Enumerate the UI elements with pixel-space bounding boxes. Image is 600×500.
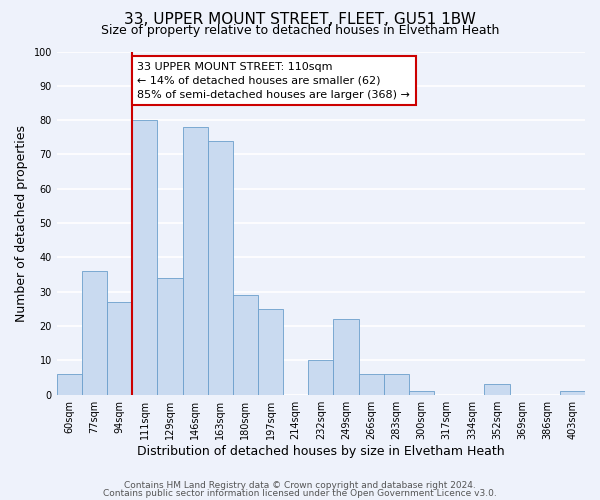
Bar [182, 127, 208, 394]
Text: 33, UPPER MOUNT STREET, FLEET, GU51 1BW: 33, UPPER MOUNT STREET, FLEET, GU51 1BW [124, 12, 476, 28]
X-axis label: Distribution of detached houses by size in Elvetham Heath: Distribution of detached houses by size … [137, 444, 505, 458]
Bar [409, 392, 434, 394]
Bar [157, 278, 182, 394]
Bar [57, 374, 82, 394]
Bar [308, 360, 334, 394]
Bar [384, 374, 409, 394]
Bar [334, 319, 359, 394]
Bar [560, 392, 585, 394]
Bar [258, 309, 283, 394]
Bar [233, 295, 258, 394]
Bar [484, 384, 509, 394]
Bar [359, 374, 384, 394]
Bar [107, 302, 132, 394]
Bar [132, 120, 157, 394]
Text: Size of property relative to detached houses in Elvetham Heath: Size of property relative to detached ho… [101, 24, 499, 37]
Text: 33 UPPER MOUNT STREET: 110sqm
← 14% of detached houses are smaller (62)
85% of s: 33 UPPER MOUNT STREET: 110sqm ← 14% of d… [137, 62, 410, 100]
Bar [82, 271, 107, 394]
Y-axis label: Number of detached properties: Number of detached properties [15, 124, 28, 322]
Text: Contains HM Land Registry data © Crown copyright and database right 2024.: Contains HM Land Registry data © Crown c… [124, 481, 476, 490]
Text: Contains public sector information licensed under the Open Government Licence v3: Contains public sector information licen… [103, 488, 497, 498]
Bar [208, 140, 233, 394]
